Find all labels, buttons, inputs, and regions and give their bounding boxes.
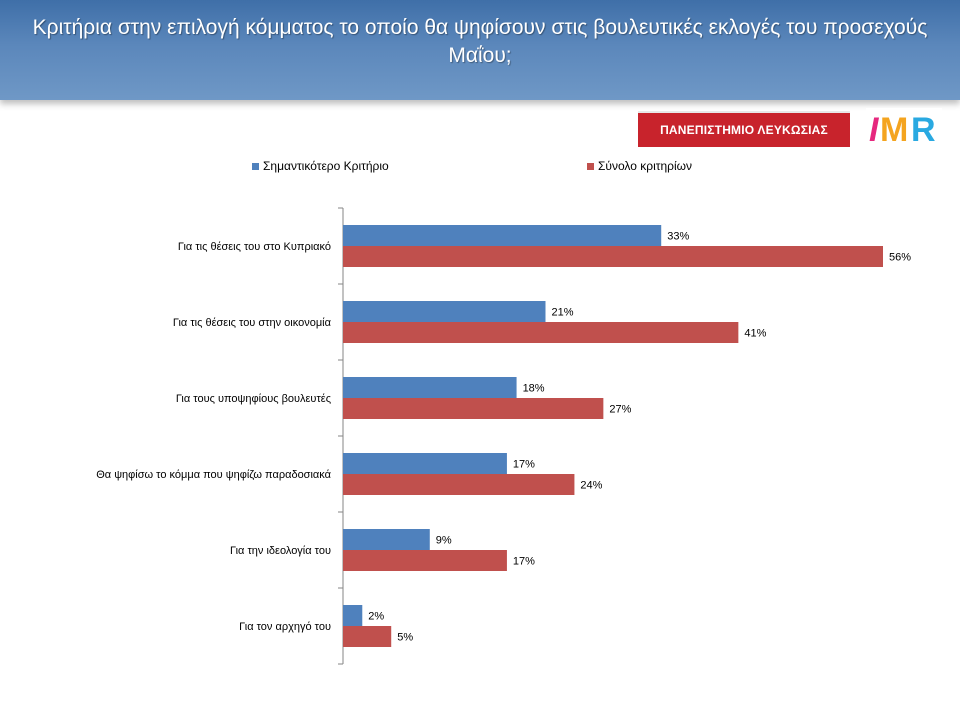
legend-swatch-series-2: [587, 162, 594, 170]
category-label: Θα ψηφίσω το κόμμα που ψηφίζω παραδοσιακ…: [96, 469, 331, 481]
data-label: 56%: [889, 252, 911, 264]
bar-series-2: [343, 398, 604, 419]
bar-series-1: [343, 605, 363, 626]
data-label: 9%: [436, 535, 452, 547]
legend-label-series-2: Σύνολο κριτηρίων: [598, 159, 693, 173]
data-label: 24%: [580, 480, 602, 492]
data-label: 41%: [744, 328, 766, 340]
legend-item-series-1: Σημαντικότερο Κριτήριο: [252, 159, 389, 173]
data-label: 18%: [523, 383, 545, 395]
header-banner: Κριτήρια στην επιλογή κόμματος το οποίο …: [0, 0, 960, 100]
data-label: 17%: [513, 556, 535, 568]
legend-swatch-series-1: [252, 162, 259, 170]
bar-series-2: [343, 550, 507, 571]
data-label: 5%: [397, 632, 413, 644]
page-title: Κριτήρια στην επιλογή κόμματος το οποίο …: [32, 16, 928, 67]
bar-series-2: [343, 246, 883, 267]
svg-text:R: R: [911, 111, 936, 148]
bar-series-1: [343, 377, 517, 398]
category-label: Για τους υποψηφίους βουλευτές: [176, 393, 331, 405]
bar-series-1: [343, 225, 662, 246]
bar-series-2: [343, 322, 739, 343]
data-label: 2%: [368, 611, 384, 623]
svg-text:I: I: [869, 111, 880, 148]
bar-series-1: [343, 301, 546, 322]
svg-text:M: M: [880, 111, 908, 148]
category-label: Για τον αρχηγό του: [239, 621, 331, 633]
bar-series-2: [343, 626, 392, 647]
category-label: Για τις θέσεις του στην οικονομία: [173, 317, 332, 329]
data-label: 27%: [609, 404, 631, 416]
bar-series-1: [343, 529, 430, 550]
data-label: 33%: [667, 231, 689, 243]
university-logo-text: ΠΑΝΕΠΙΣΤΗΜΙΟ ΛΕΥΚΩΣΙΑΣ: [660, 123, 828, 137]
imr-logo: I M R: [866, 108, 942, 148]
university-logo: ΠΑΝΕΠΙΣΤΗΜΙΟ ΛΕΥΚΩΣΙΑΣ: [638, 111, 850, 147]
chart-legend: Σημαντικότερο Κριτήριο Σύνολο κριτηρίων: [0, 159, 960, 177]
legend-label-series-1: Σημαντικότερο Κριτήριο: [263, 159, 389, 173]
data-label: 17%: [513, 459, 535, 471]
bar-series-2: [343, 474, 575, 495]
bar-series-1: [343, 453, 507, 474]
category-label: Για τις θέσεις του στο Κυπριακό: [178, 241, 331, 253]
legend-item-series-2: Σύνολο κριτηρίων: [587, 159, 692, 173]
data-label: 21%: [552, 307, 574, 319]
category-label: Για την ιδεολογία του: [230, 545, 331, 557]
